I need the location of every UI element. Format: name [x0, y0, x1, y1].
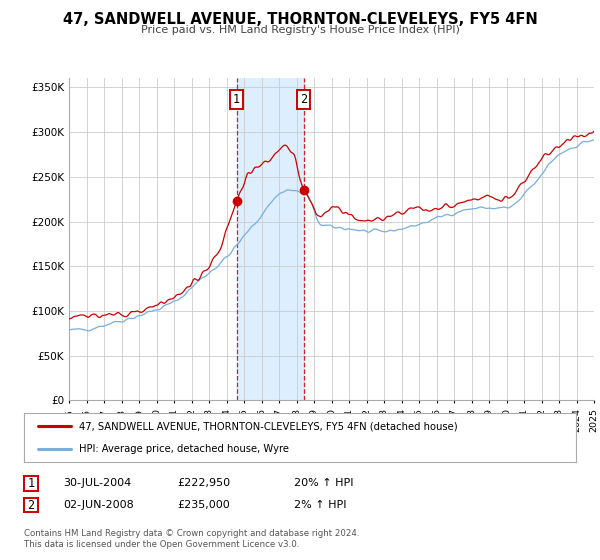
Text: 30-JUL-2004: 30-JUL-2004: [63, 478, 131, 488]
Text: Contains HM Land Registry data © Crown copyright and database right 2024.
This d: Contains HM Land Registry data © Crown c…: [24, 529, 359, 549]
Text: HPI: Average price, detached house, Wyre: HPI: Average price, detached house, Wyre: [79, 444, 289, 454]
Text: £222,950: £222,950: [177, 478, 230, 488]
Text: 47, SANDWELL AVENUE, THORNTON-CLEVELEYS, FY5 4FN (detached house): 47, SANDWELL AVENUE, THORNTON-CLEVELEYS,…: [79, 421, 458, 431]
Bar: [236, 78, 304, 400]
Text: 2: 2: [28, 498, 35, 512]
Text: 1: 1: [233, 93, 240, 106]
Text: 1: 1: [28, 477, 35, 490]
Text: 20% ↑ HPI: 20% ↑ HPI: [294, 478, 353, 488]
Text: 2: 2: [300, 93, 307, 106]
Text: £235,000: £235,000: [177, 500, 230, 510]
Text: Price paid vs. HM Land Registry's House Price Index (HPI): Price paid vs. HM Land Registry's House …: [140, 25, 460, 35]
Text: 2% ↑ HPI: 2% ↑ HPI: [294, 500, 347, 510]
Text: 47, SANDWELL AVENUE, THORNTON-CLEVELEYS, FY5 4FN: 47, SANDWELL AVENUE, THORNTON-CLEVELEYS,…: [62, 12, 538, 27]
Text: 02-JUN-2008: 02-JUN-2008: [63, 500, 134, 510]
